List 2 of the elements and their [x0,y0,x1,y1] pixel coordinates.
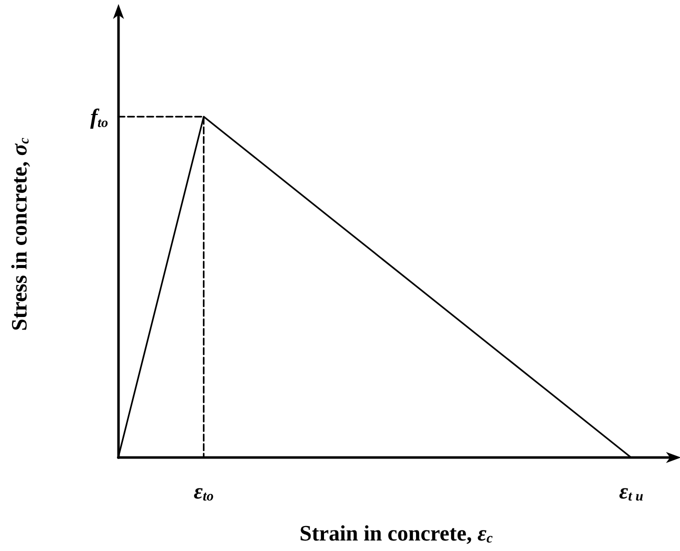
y-axis-title: Stress in concrete, σc [6,136,33,331]
text: f$_{to}$ [90,104,108,130]
